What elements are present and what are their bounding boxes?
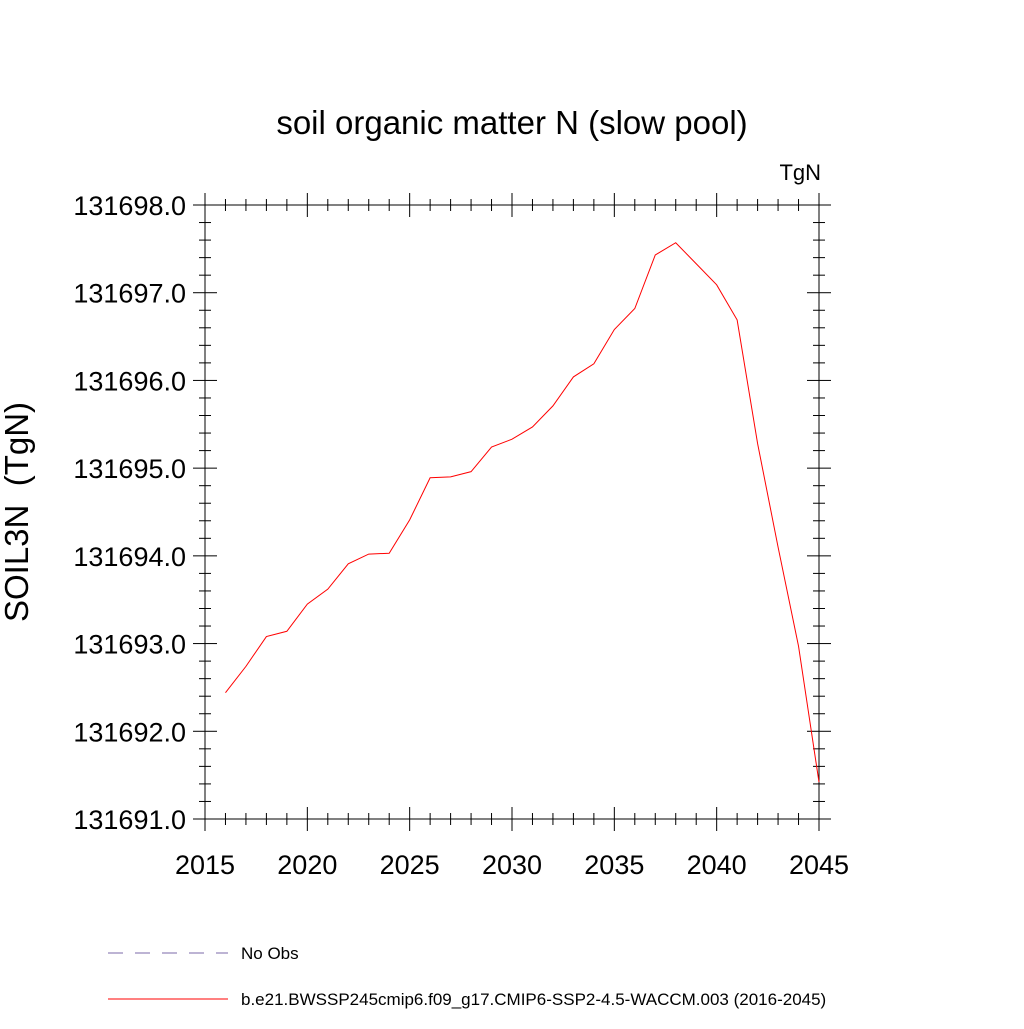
- legend-label: b.e21.BWSSP245cmip6.f09_g17.CMIP6-SSP2-4…: [241, 990, 826, 1009]
- y-tick-label: 131695.0: [73, 454, 186, 484]
- x-tick-label: 2020: [277, 850, 337, 880]
- chart-title: soil organic matter N (slow pool): [276, 104, 747, 141]
- x-tick-label: 2015: [175, 850, 235, 880]
- x-tick-label: 2045: [789, 850, 849, 880]
- series-line: [225, 242, 820, 783]
- x-tick-label: 2035: [584, 850, 644, 880]
- y-axis-label: SOIL3N (TgN): [0, 402, 35, 622]
- plot-frame: [204, 204, 820, 820]
- series-layer: [225, 242, 820, 783]
- x-axis-ticks: 2015 2020 2025 2030 2035 2040 2045: [175, 193, 849, 880]
- x-tick-label: 2025: [380, 850, 440, 880]
- y-tick-label: 131693.0: [73, 630, 186, 660]
- legend-label: No Obs: [241, 944, 299, 963]
- y-tick-label: 131694.0: [73, 542, 186, 572]
- y-tick-label: 131697.0: [73, 279, 186, 309]
- x-tick-label: 2040: [687, 850, 747, 880]
- y-axis-ticks: 131691.0 131692.0 131693.0 131694.0 131695.0…: [73, 191, 831, 835]
- y-tick-label: 131692.0: [73, 717, 186, 747]
- y-tick-label: 131696.0: [73, 366, 186, 396]
- y-tick-label: 131691.0: [73, 805, 186, 835]
- y-tick-label: 131698.0: [73, 191, 186, 221]
- units-label: TgN: [779, 160, 821, 185]
- x-tick-label: 2030: [482, 850, 542, 880]
- legend: No Obs b.e21.BWSSP245cmip6.f09_g17.CMIP6-…: [108, 944, 826, 1009]
